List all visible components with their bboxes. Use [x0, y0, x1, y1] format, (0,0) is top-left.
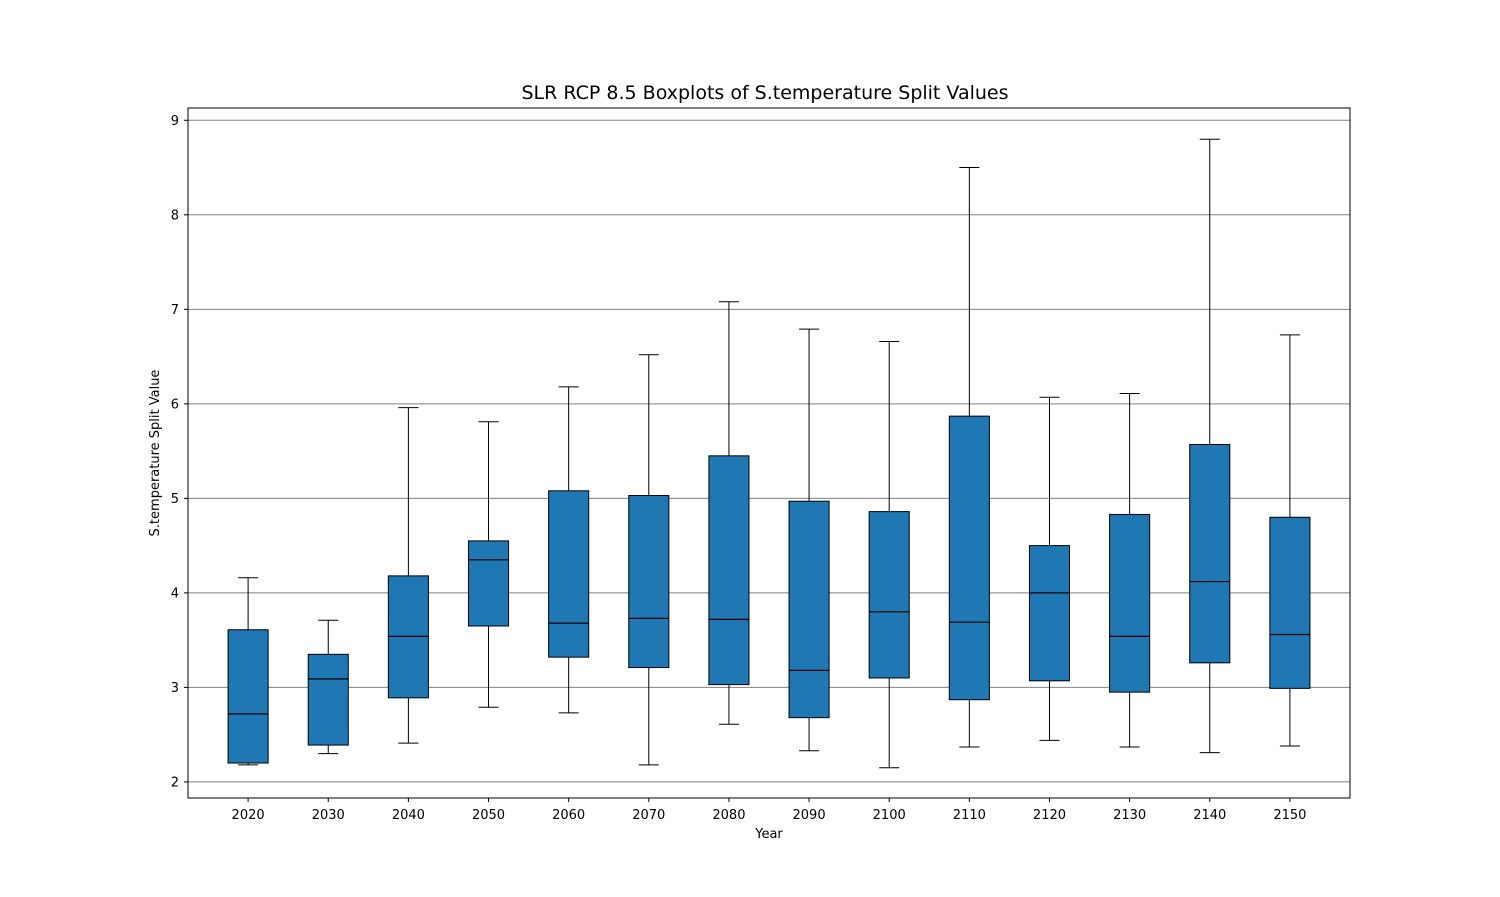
box-2060 [548, 386, 590, 714]
x-tick-label: 2140 [1193, 808, 1226, 823]
box-body [628, 495, 670, 669]
box-2100 [868, 340, 910, 769]
box-body [1269, 516, 1311, 689]
chart-title: SLR RCP 8.5 Boxplots of S.temperature Sp… [522, 82, 1009, 104]
boxes-group [227, 138, 1311, 769]
box-2110 [948, 167, 990, 748]
y-axis-ticks: 2 3 4 5 6 7 8 9 [171, 114, 188, 790]
box-body [788, 500, 830, 719]
box-body [548, 490, 590, 658]
x-axis-label: Year [754, 827, 783, 842]
y-tick-label: 7 [171, 303, 179, 318]
y-tick-label: 9 [171, 114, 179, 129]
box-body [227, 629, 269, 764]
x-tick-label: 2050 [472, 808, 505, 823]
x-tick-label: 2130 [1113, 808, 1146, 823]
x-tick-label: 2030 [312, 808, 345, 823]
y-axis-label: S.temperature Split Value [148, 370, 163, 537]
x-axis-ticks: 2020 2030 2040 2050 2060 2070 2080 2090 2100 2110… [232, 798, 1306, 823]
x-tick-label: 2040 [392, 808, 425, 823]
y-tick-label: 2 [171, 775, 179, 790]
x-tick-label: 2080 [712, 808, 745, 823]
box-2140 [1189, 138, 1231, 754]
grid-lines [188, 119, 1350, 783]
x-tick-label: 2070 [632, 808, 665, 823]
box-body [868, 511, 910, 679]
box-2030 [307, 619, 349, 755]
x-tick-label: 2090 [793, 808, 826, 823]
y-tick-label: 4 [171, 586, 179, 601]
box-2150 [1269, 334, 1311, 747]
box-2050 [467, 421, 510, 708]
x-tick-label: 2120 [1033, 808, 1066, 823]
y-tick-label: 3 [171, 681, 179, 696]
box-body [1189, 443, 1231, 664]
x-tick-label: 2020 [232, 808, 265, 823]
box-2040 [387, 407, 429, 744]
box-2080 [708, 301, 750, 725]
x-tick-label: 2150 [1273, 808, 1306, 823]
box-2130 [1109, 392, 1151, 748]
box-2090 [788, 328, 830, 752]
box-body [708, 455, 750, 686]
box-2020 [227, 577, 269, 766]
x-tick-label: 2100 [873, 808, 906, 823]
box-body [307, 653, 349, 746]
box-body [948, 415, 990, 701]
y-tick-label: 8 [171, 208, 179, 223]
box-body [1109, 513, 1151, 693]
x-tick-label: 2060 [552, 808, 585, 823]
plot-area-frame [187, 107, 1351, 799]
x-tick-label: 2110 [953, 808, 986, 823]
y-tick-label: 5 [171, 492, 179, 507]
box-body [467, 540, 510, 627]
y-tick-label: 6 [171, 397, 179, 412]
box-2070 [628, 354, 670, 766]
box-body [1028, 545, 1071, 682]
box-2120 [1028, 396, 1071, 741]
